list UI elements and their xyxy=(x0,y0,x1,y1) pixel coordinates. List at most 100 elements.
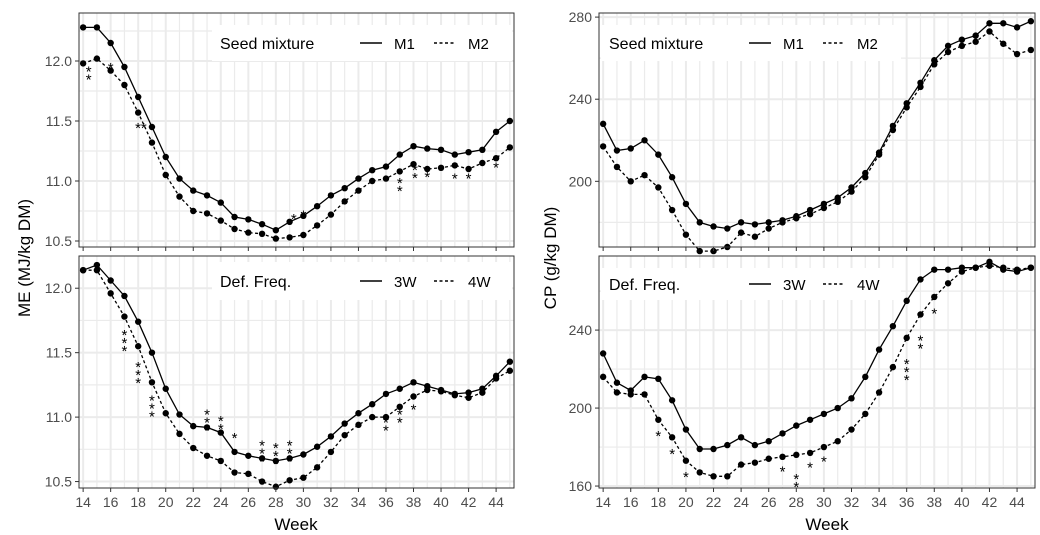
significance-annotation: * xyxy=(232,430,238,447)
x-tick-label: 44 xyxy=(1009,494,1025,510)
data-point-M2 xyxy=(599,143,607,150)
panel-frame xyxy=(78,255,515,489)
data-point-M2 xyxy=(931,61,938,68)
data-point-4W xyxy=(958,268,966,275)
data-point-M1 xyxy=(121,63,128,71)
significance-annotation: *** xyxy=(259,438,265,471)
data-point-4W xyxy=(599,373,607,381)
data-point-3W xyxy=(848,395,855,402)
significance-annotation: ** xyxy=(218,413,224,438)
data-point-3W xyxy=(176,411,183,418)
data-point-M1 xyxy=(300,212,307,219)
data-point-4W xyxy=(931,293,938,301)
data-point-3W xyxy=(917,276,924,283)
data-point-4W xyxy=(382,413,390,421)
data-point-4W xyxy=(134,343,142,350)
data-point-4W xyxy=(424,386,431,394)
data-point-M2 xyxy=(806,210,814,218)
x-tick-label: 26 xyxy=(241,494,257,510)
x-tick-label: 42 xyxy=(982,494,998,510)
significance-annotation: * xyxy=(300,208,306,225)
significance-annotation: * xyxy=(931,305,937,322)
data-point-M1 xyxy=(668,174,676,181)
data-point-3W xyxy=(203,424,211,431)
significance-annotation: ** xyxy=(86,64,92,89)
data-point-4W xyxy=(848,426,855,433)
data-point-M2 xyxy=(889,126,897,134)
data-point-M1 xyxy=(424,145,431,152)
data-point-3W xyxy=(134,318,142,325)
data-point-M1 xyxy=(627,145,634,152)
panel-me-defoliation-frequency: ********* ****** **************10.511.011.… xyxy=(45,255,515,510)
data-point-3W xyxy=(682,426,690,433)
data-point-M1 xyxy=(313,203,321,210)
data-point-M2 xyxy=(765,225,772,232)
data-point-4W xyxy=(107,290,114,297)
x-tick-label: 28 xyxy=(789,494,805,510)
data-point-3W xyxy=(641,373,648,381)
data-point-M2 xyxy=(327,211,335,218)
data-point-4W xyxy=(1013,266,1021,273)
data-point-M2 xyxy=(613,163,621,171)
data-point-M1 xyxy=(465,149,472,156)
significance-annotation: * xyxy=(655,428,661,445)
significance-annotation: ** xyxy=(397,407,403,432)
data-point-3W xyxy=(820,410,828,418)
significance-annotation: ** xyxy=(383,414,389,439)
x-tick-label: 30 xyxy=(296,494,312,510)
data-point-M2 xyxy=(203,210,211,217)
significance-annotation: *** xyxy=(287,438,293,471)
data-point-3W xyxy=(93,261,101,269)
data-point-4W xyxy=(451,392,459,399)
data-point-M2 xyxy=(1027,46,1035,54)
x-tick-label: 22 xyxy=(185,494,201,510)
data-point-4W xyxy=(396,403,403,410)
legend-label-M2: M2 xyxy=(857,36,878,53)
x-tick-label: 34 xyxy=(351,494,367,510)
x-tick-label: 14 xyxy=(75,494,91,510)
data-point-M1 xyxy=(162,153,169,161)
data-point-3W xyxy=(217,429,224,436)
significance-annotation: * xyxy=(108,60,114,77)
data-point-3W xyxy=(710,445,717,453)
data-point-4W xyxy=(641,391,648,398)
y-tick-label: 280 xyxy=(569,9,593,25)
data-point-M1 xyxy=(506,117,514,125)
y-tick-label: 11.0 xyxy=(46,173,72,189)
data-point-3W xyxy=(834,404,841,412)
data-point-4W xyxy=(986,262,993,269)
data-point-4W xyxy=(889,363,897,371)
y-tick-label: 10.5 xyxy=(45,474,72,490)
data-point-3W xyxy=(286,455,293,462)
x-tick-label: 16 xyxy=(103,494,119,510)
data-point-M1 xyxy=(765,219,772,226)
data-point-M1 xyxy=(107,39,114,47)
data-point-4W xyxy=(668,434,676,441)
y-tick-label: 200 xyxy=(569,400,593,416)
significance-annotation: * xyxy=(493,160,499,177)
data-point-3W xyxy=(272,457,280,465)
data-point-3W xyxy=(300,451,307,458)
data-point-4W xyxy=(972,264,979,271)
panel-frame xyxy=(78,12,515,248)
significance-annotation: * xyxy=(807,459,813,476)
data-point-M2 xyxy=(258,230,266,237)
data-point-M1 xyxy=(217,199,224,206)
x-tick-label: 30 xyxy=(816,494,832,510)
data-point-4W xyxy=(300,474,307,481)
x-tick-label: 34 xyxy=(871,494,887,510)
data-point-M1 xyxy=(1000,20,1007,27)
data-point-M2 xyxy=(300,231,307,239)
data-point-3W xyxy=(465,389,472,396)
data-point-M2 xyxy=(668,206,676,214)
data-point-M2 xyxy=(176,193,183,200)
significance-annotation: *** xyxy=(904,356,910,389)
data-point-3W xyxy=(355,410,362,417)
data-point-4W xyxy=(341,431,348,439)
significance-annotation: * xyxy=(411,402,417,419)
data-point-4W xyxy=(79,266,87,274)
significance-annotation: * xyxy=(452,170,458,187)
data-point-M2 xyxy=(655,184,662,191)
data-point-4W xyxy=(190,444,197,452)
